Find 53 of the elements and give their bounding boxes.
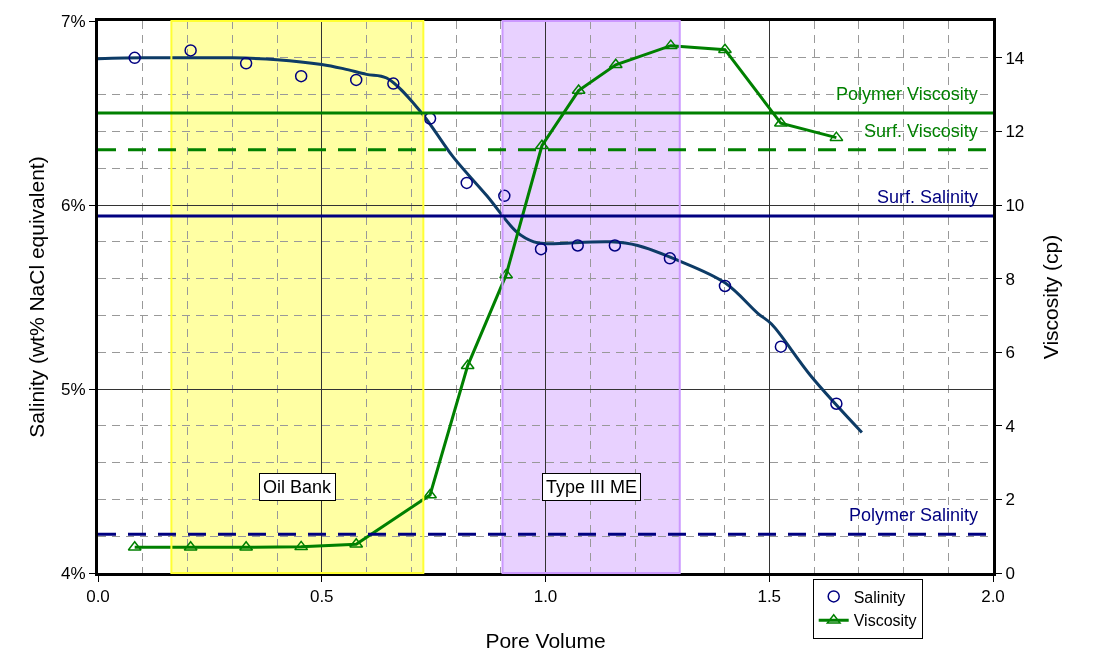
x-axis-title: Pore Volume [485,629,606,652]
point [239,540,254,551]
point [184,44,197,57]
point [663,39,678,50]
point [830,397,843,410]
point [387,77,400,90]
point [774,340,788,353]
point [239,57,253,70]
y-tick-label: 7% [61,11,86,31]
x-tick-label: 2.0 [981,587,1005,607]
point [718,279,732,293]
point [498,189,511,203]
point [499,268,514,279]
legend-label: Salinity [853,588,906,606]
band-label: Type III ME [546,477,638,497]
y-axis-title: Salinity (wt% NaCl equivalent) [25,156,48,438]
point [128,51,141,65]
point [294,540,309,551]
x-tick-label: 1.0 [533,587,558,607]
point [571,84,586,95]
point [608,239,622,252]
y2-axis-title: Viscosity (cp) [1038,234,1062,360]
ref-line-label: Polymer Viscosity [836,84,978,104]
point [460,176,473,190]
y2-tick-label: 10 [1005,195,1025,215]
ref-line-label: Surf. Salinity [877,187,979,207]
point [127,540,142,551]
y2-tick-label: 0 [1005,563,1015,583]
point [663,252,677,265]
point [571,239,584,252]
y-tick-label: 6% [61,195,86,215]
point [294,69,308,83]
legend-label: Viscosity [853,612,917,630]
y2-tick-label: 4 [1005,416,1015,436]
y-tick-label: 5% [61,379,86,399]
point [829,131,844,142]
x-tick-label: 1.5 [757,587,782,607]
x-tick-label: 0.5 [309,587,334,607]
y2-tick-label: 8 [1005,269,1015,289]
y-tick-label: 4% [61,563,86,583]
y2-tick-label: 14 [1005,48,1025,68]
ref-line-label: Polymer Salinity [849,505,979,525]
point [183,540,198,551]
x-tick-label: 0.0 [86,587,110,607]
point [460,359,475,370]
point [534,242,548,256]
y2-tick-label: 2 [1005,490,1015,510]
ref-line-label: Surf. Viscosity [864,121,978,141]
point [349,73,363,87]
y2-tick-label: 6 [1005,343,1015,363]
band-label: Oil Bank [263,477,333,497]
y2-tick-label: 12 [1005,122,1025,142]
point [608,58,623,69]
